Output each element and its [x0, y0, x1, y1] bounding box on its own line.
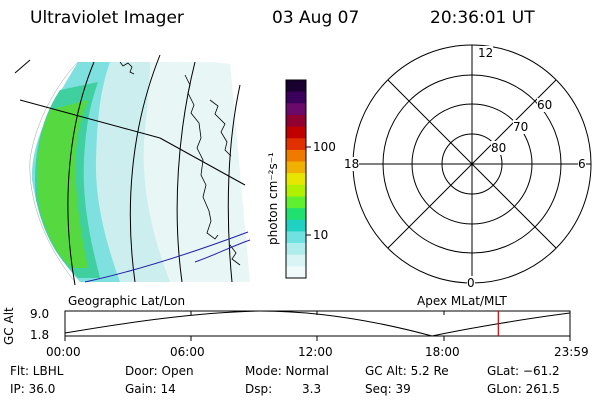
gc-alt-info: GC Alt: 5.2 Re — [365, 364, 449, 378]
alt-plot-ymax: 9.0 — [30, 307, 50, 321]
colorbar-segment — [286, 243, 306, 256]
filter-info: Flt: LBHL — [10, 364, 64, 378]
alt-plot-right-title: Apex MLat/MLT — [417, 294, 507, 308]
colorbar-segment — [286, 231, 306, 244]
seq-info: Seq: 39 — [365, 382, 411, 396]
alt-plot-left-title: Geographic Lat/Lon — [68, 294, 186, 308]
glon-info: GLon: 261.5 — [487, 382, 560, 396]
colorbar-segment — [286, 138, 306, 151]
colorbar-segment — [286, 103, 306, 116]
mode-info: Mode: Normal — [245, 364, 329, 378]
colorbar-tick-10: 10 — [313, 228, 329, 242]
colorbar-segment — [286, 184, 306, 198]
time-label: 20:36:01 UT — [430, 8, 535, 28]
alt-xtick-0600: 06:00 — [170, 345, 205, 359]
ip-info: IP: 36.0 — [10, 382, 56, 396]
dsp-label: Dsp: — [245, 382, 273, 396]
lat-label-70: 70 — [513, 120, 529, 134]
colorbar-segment — [286, 161, 306, 174]
colorbar-segment — [286, 266, 306, 279]
date-label: 03 Aug 07 — [272, 8, 360, 28]
colorbar-segment — [286, 149, 306, 163]
alt-plot-ymin: 1.8 — [30, 328, 50, 342]
aurora-image — [26, 57, 270, 283]
gain-info: Gain: 14 — [125, 382, 176, 396]
alt-xtick-1200: 12:00 — [298, 345, 333, 359]
instrument-title: Ultraviolet Imager — [30, 8, 184, 28]
alt-xtick-0000: 00:00 — [46, 345, 81, 359]
colorbar-segment — [286, 126, 306, 139]
glat-info: GLat: −61.2 — [487, 364, 560, 378]
mlt-label-6: 6 — [578, 157, 586, 171]
mlt-label-12: 12 — [478, 46, 494, 60]
dsp-value: 3.3 — [302, 382, 322, 396]
colorbar-segment — [286, 91, 306, 104]
colorbar-segment — [286, 114, 306, 128]
colorbar-tick-100: 100 — [313, 140, 336, 154]
colorbar-segment — [286, 80, 306, 93]
mlt-label-0: 0 — [467, 276, 475, 290]
colorbar-segment — [286, 254, 306, 267]
colorbar-segment — [286, 219, 306, 233]
colorbar-segment — [286, 208, 306, 221]
lat-label-60: 60 — [537, 98, 553, 112]
alt-xtick-1800: 18:00 — [425, 345, 460, 359]
alt-xtick-2359: 23:59 — [554, 345, 589, 359]
mlt-label-18: 18 — [344, 157, 360, 171]
colorbar-segment — [286, 173, 306, 186]
door-info: Door: Open — [125, 364, 194, 378]
lat-label-80: 80 — [491, 141, 507, 155]
colorbar-segment — [286, 196, 306, 209]
